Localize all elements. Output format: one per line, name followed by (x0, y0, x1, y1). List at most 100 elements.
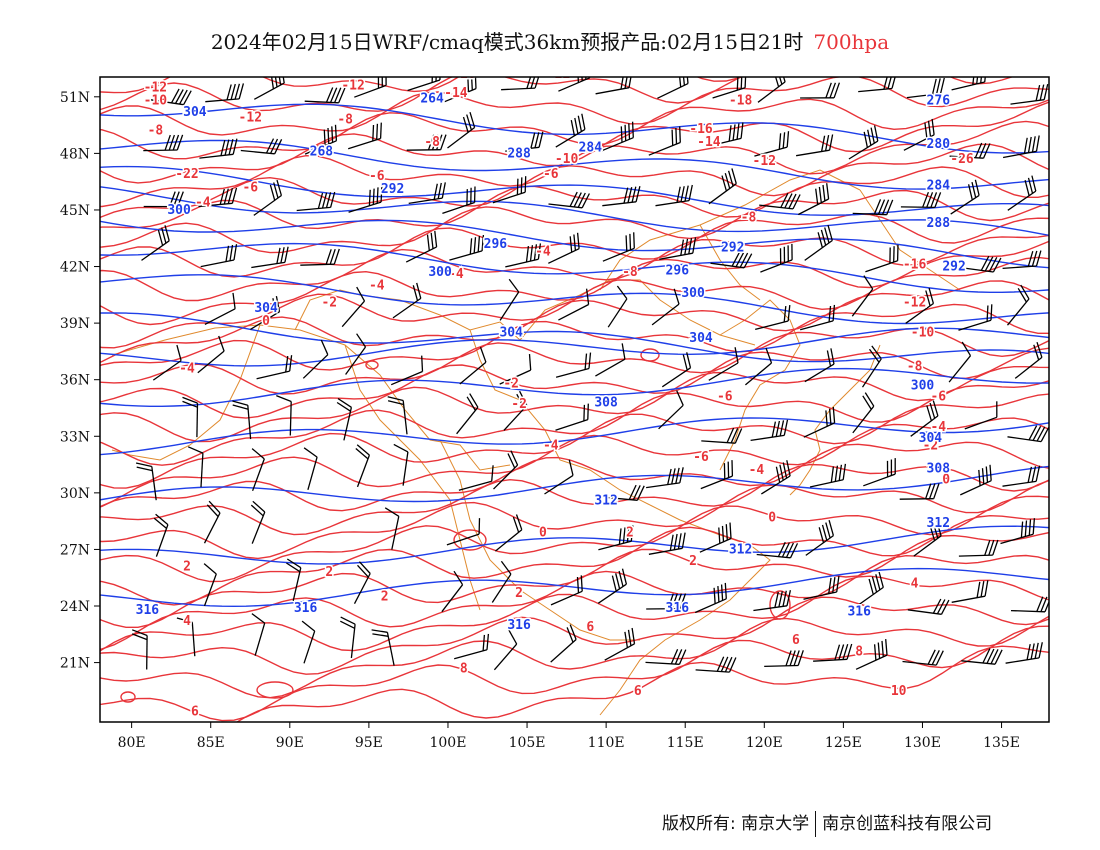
wind-barb (492, 176, 527, 204)
wind-barb (505, 243, 542, 268)
wind-barb (387, 396, 408, 435)
wind-barb (253, 77, 285, 100)
wind-barb (805, 520, 835, 556)
wind-barb (813, 643, 853, 662)
height-label: 280 (927, 137, 951, 152)
wind-barb (800, 304, 836, 331)
wind-barb (340, 616, 356, 659)
height-label: 300 (911, 378, 935, 393)
lon-label: 80E (118, 735, 146, 751)
wind-barb (301, 620, 316, 664)
wind-barb (304, 87, 346, 104)
wind-barb (408, 182, 446, 205)
wind-barb (1007, 175, 1037, 211)
temperature-label: -4 (179, 361, 195, 376)
temperature-contour-line (100, 303, 1049, 371)
wind-barb (276, 394, 292, 436)
wind-barb (906, 77, 945, 99)
temperature-label: -10 (555, 152, 579, 167)
wind-barb (205, 83, 245, 103)
temperature-label: 0 (768, 510, 776, 525)
lat-label: 36N (60, 373, 90, 389)
height-contour-line (100, 242, 1049, 293)
height-label: 292 (381, 182, 404, 197)
wind-barb (449, 234, 485, 261)
wind-barb (764, 650, 804, 668)
lon-label: 105E (509, 735, 546, 751)
height-label: 292 (721, 241, 744, 256)
temperature-label: -8 (741, 211, 757, 226)
wind-barb (595, 77, 632, 95)
wind-barb (251, 448, 265, 492)
height-contour-line (100, 312, 1049, 363)
height-contour-line (100, 465, 1049, 503)
temperature-label: -12 (753, 154, 776, 169)
lat-label: 33N (60, 429, 90, 445)
height-label: 304 (919, 431, 943, 446)
wind-barb (757, 77, 786, 103)
wind-barb (798, 183, 830, 216)
height-label: 312 (927, 516, 950, 531)
wind-barb (353, 561, 371, 604)
height-contour-line (100, 186, 1049, 237)
wind-barb (863, 458, 896, 487)
temperature-label: 10 (891, 684, 907, 699)
temperature-label: -12 (144, 80, 167, 95)
wind-barb (951, 580, 989, 603)
wind-barb (1002, 250, 1042, 270)
height-label: 316 (847, 605, 871, 620)
wind-barb (441, 570, 464, 613)
wind-barb (910, 400, 939, 437)
temperature-label: -4 (535, 245, 551, 260)
temperature-label: -12 (903, 295, 926, 310)
temperature-contour-loop (769, 590, 791, 620)
wind-barb (1007, 425, 1049, 443)
wind-barb (598, 525, 634, 551)
temperature-contour-line (100, 101, 1049, 184)
wind-barb (756, 541, 799, 559)
temperature-label: -18 (729, 94, 753, 109)
temperature-contour-loop (365, 360, 379, 370)
temperature-label: -8 (148, 124, 164, 139)
wind-barb (501, 77, 540, 91)
wind-barb (203, 500, 221, 544)
wind-barb (655, 184, 693, 207)
boundary-line (519, 279, 756, 346)
temperature-contour-loop (640, 348, 660, 362)
wind-barbs (131, 77, 1049, 673)
wind-barb (900, 191, 942, 209)
wind-barb (1010, 83, 1049, 105)
lon-label: 135E (983, 735, 1020, 751)
wind-barb (951, 77, 986, 91)
temperature-label: -2 (923, 439, 939, 454)
wind-barb (744, 347, 773, 386)
contour-labels: -12-10-12-16-14-22-18-12 -8-8 -16-14-12 -26… (134, 77, 975, 721)
wind-barb (903, 118, 935, 151)
temperature-label: -2 (511, 397, 527, 412)
wind-barb (176, 617, 196, 657)
wind-barb (442, 186, 476, 215)
wind-barb (803, 576, 840, 600)
temperature-contour-line (100, 615, 1049, 699)
wind-barb (708, 168, 737, 205)
wind-barb (1000, 518, 1036, 545)
wind-barb (371, 629, 395, 666)
lat-label: 24N (60, 599, 90, 615)
wind-barb (250, 295, 281, 330)
temperature-label: -10 (911, 326, 935, 341)
boundary-line (111, 324, 261, 461)
temperature-label: 2 (381, 590, 389, 605)
temperature-label: -8 (907, 360, 923, 375)
wind-barb (392, 282, 422, 319)
temperature-contour-line (100, 463, 1049, 536)
wind-barb (296, 191, 336, 212)
temperature-contour-loop (453, 529, 487, 551)
wind-barb (648, 532, 686, 555)
wind-barb (658, 390, 684, 430)
copyright-right: 南京创蓝科技有限公司 (822, 814, 993, 834)
lon-label: 110E (588, 735, 625, 751)
boundary-line (859, 189, 961, 291)
wind-barb (141, 225, 170, 261)
height-label: 316 (507, 618, 531, 633)
temperature-label: 2 (325, 565, 333, 580)
